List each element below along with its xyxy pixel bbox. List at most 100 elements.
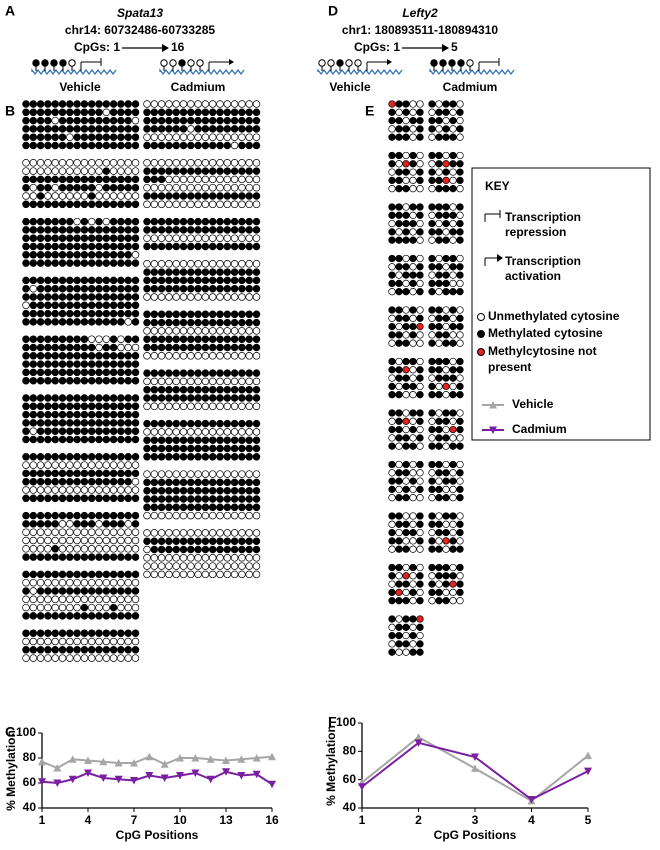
x-tick-label: 3 xyxy=(472,813,479,827)
methylated-cpg xyxy=(201,116,210,125)
methylated-cpg xyxy=(66,629,74,637)
lollipop-head xyxy=(160,59,168,67)
methylated-cpg xyxy=(150,175,159,184)
unmethylated-cpg xyxy=(95,183,103,192)
key-icon xyxy=(497,254,503,262)
methylated-cpg xyxy=(187,495,195,503)
unmethylated-cpg xyxy=(29,528,38,536)
methylated-cpg xyxy=(66,477,74,486)
methylated-cpg xyxy=(416,211,424,219)
unmethylated-cpg xyxy=(388,640,396,648)
methylated-cpg xyxy=(223,503,232,512)
methylated-cpg xyxy=(73,276,81,285)
methylated-cpg xyxy=(157,268,166,276)
unmethylated-cpg xyxy=(230,554,239,562)
methylated-cpg xyxy=(80,133,89,141)
methylated-cpg xyxy=(73,453,81,461)
methylated-cpg xyxy=(109,251,118,259)
methylated-cpg xyxy=(102,629,111,637)
methylated-cpg xyxy=(449,572,457,580)
methylated-cpg xyxy=(95,494,103,503)
unmethylated-cpg xyxy=(66,461,74,469)
unmethylated-cpg xyxy=(428,314,436,322)
unmethylated-cpg xyxy=(95,159,103,167)
methylated-cpg xyxy=(58,469,67,478)
unmethylated-cpg xyxy=(22,637,30,646)
methylated-cpg xyxy=(194,385,202,394)
methylated-cpg xyxy=(179,419,188,428)
unmethylated-cpg xyxy=(165,529,173,537)
methylated-cpg xyxy=(409,116,417,125)
methylated-cpg xyxy=(172,343,180,352)
unmethylated-cpg xyxy=(216,133,224,141)
methylated-cpg xyxy=(402,580,410,588)
unmethylated-cpg xyxy=(402,151,410,160)
methylated-cpg xyxy=(102,301,111,310)
methylated-cpg xyxy=(416,391,424,399)
unmethylated-cpg xyxy=(428,528,436,537)
methylated-cpg xyxy=(165,284,173,293)
methylated-cpg xyxy=(95,511,103,520)
methylated-cpg xyxy=(80,587,89,595)
methylated-cpg xyxy=(109,318,118,326)
methylated-cpg xyxy=(44,376,52,385)
methylated-cpg xyxy=(109,410,118,419)
methylated-cpg xyxy=(58,511,67,520)
methylated-cpg xyxy=(124,352,132,360)
methylated-cpg xyxy=(409,151,417,160)
unmethylated-cpg xyxy=(165,234,173,242)
methylated-cpg xyxy=(143,175,151,184)
methylated-cpg xyxy=(66,427,74,435)
methylated-cpg xyxy=(238,495,246,503)
methylated-cpg xyxy=(194,394,202,402)
unmethylated-cpg xyxy=(80,486,89,494)
unmethylated-cpg xyxy=(201,470,210,478)
unmethylated-cpg xyxy=(58,536,67,545)
methylated-cpg xyxy=(179,369,188,377)
methylated-cpg xyxy=(36,175,45,184)
unmethylated-cpg xyxy=(109,536,118,545)
unmethylated-cpg xyxy=(87,528,96,536)
methylated-cpg xyxy=(428,228,436,236)
unmethylated-cpg xyxy=(150,234,159,242)
unmethylated-cpg xyxy=(44,167,52,175)
marker xyxy=(584,767,592,776)
unmethylated-cpg xyxy=(428,434,436,442)
unmethylated-cpg xyxy=(395,357,403,366)
unmethylated-cpg xyxy=(58,159,67,167)
methylated-cpg xyxy=(131,435,140,444)
methylated-cpg xyxy=(29,276,38,285)
methylated-cpg xyxy=(73,133,81,141)
methylated-cpg xyxy=(102,175,111,184)
methylated-cpg xyxy=(201,226,210,234)
methylated-cpg xyxy=(208,108,217,117)
unmethylated-cpg xyxy=(402,391,410,399)
methylated-cpg xyxy=(44,520,52,528)
methylated-cpg xyxy=(73,116,81,125)
methylated-cpg xyxy=(187,478,195,487)
methylated-cpg xyxy=(165,116,173,125)
methylated-cpg xyxy=(435,236,443,244)
methylated-cpg xyxy=(165,335,173,343)
unmethylated-cpg xyxy=(416,339,424,347)
methylated-cpg xyxy=(58,309,67,318)
methylated-cpg xyxy=(44,511,52,520)
methylated-cpg xyxy=(22,284,30,293)
methylated-cpg xyxy=(435,572,443,580)
methylated-cpg xyxy=(131,259,140,267)
methylated-cpg xyxy=(194,444,202,453)
unmethylated-cpg xyxy=(456,279,464,288)
methylated-cpg xyxy=(80,217,89,226)
unmethylated-cpg xyxy=(179,200,188,209)
unmethylated-cpg xyxy=(208,570,217,579)
unmethylated-cpg xyxy=(428,160,436,168)
methylated-cpg xyxy=(87,402,96,411)
methylated-cpg xyxy=(201,125,210,133)
methylated-cpg xyxy=(442,314,450,322)
methylated-cpg xyxy=(51,226,59,234)
absent-cpg xyxy=(416,322,424,331)
methylated-cpg xyxy=(109,125,118,133)
unmethylated-cpg xyxy=(409,108,417,116)
methylated-cpg xyxy=(409,203,417,211)
unmethylated-cpg xyxy=(201,377,210,386)
